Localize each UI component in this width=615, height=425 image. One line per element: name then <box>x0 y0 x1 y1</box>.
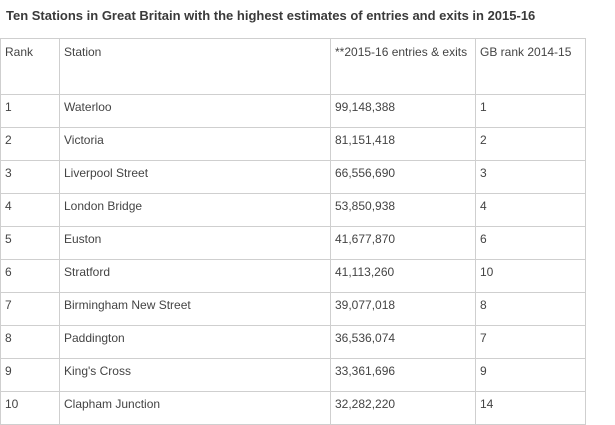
table-row: 5 Euston 41,677,870 6 <box>0 226 586 260</box>
table-row: 6 Stratford 41,113,260 10 <box>0 259 586 293</box>
entries-exits-cell: 36,536,074 <box>330 325 476 359</box>
gb-rank-cell: 10 <box>475 259 586 293</box>
table-row: 1 Waterloo 99,148,388 1 <box>0 94 586 128</box>
station-cell: King's Cross <box>59 358 331 392</box>
entries-exits-cell: 32,282,220 <box>330 391 476 425</box>
entries-exits-cell: 41,113,260 <box>330 259 476 293</box>
entries-exits-cell: 99,148,388 <box>330 94 476 128</box>
entries-exits-cell: 81,151,418 <box>330 127 476 161</box>
rank-cell: 4 <box>0 193 60 227</box>
entries-exits-cell: 41,677,870 <box>330 226 476 260</box>
rank-cell: 7 <box>0 292 60 326</box>
station-cell: Euston <box>59 226 331 260</box>
station-cell: Liverpool Street <box>59 160 331 194</box>
gb-rank-cell: 1 <box>475 94 586 128</box>
station-cell: Clapham Junction <box>59 391 331 425</box>
entries-exits-cell: 39,077,018 <box>330 292 476 326</box>
entries-exits-cell: 66,556,690 <box>330 160 476 194</box>
table-body: 1 Waterloo 99,148,388 1 2 Victoria 81,151,418 2… <box>0 94 586 425</box>
table-row: 7 Birmingham New Street 39,077,018 8 <box>0 292 586 326</box>
column-header-gb-rank: GB rank 2014-15 <box>475 38 586 95</box>
table-row: 8 Paddington 36,536,074 7 <box>0 325 586 359</box>
station-cell: Stratford <box>59 259 331 293</box>
rank-cell: 3 <box>0 160 60 194</box>
gb-rank-cell: 2 <box>475 127 586 161</box>
table-row: 2 Victoria 81,151,418 2 <box>0 127 586 161</box>
entries-exits-cell: 33,361,696 <box>330 358 476 392</box>
rank-cell: 6 <box>0 259 60 293</box>
rank-cell: 10 <box>0 391 60 425</box>
table-title: Ten Stations in Great Britain with the h… <box>6 8 536 23</box>
column-header-rank: Rank <box>0 38 60 95</box>
table-row: 3 Liverpool Street 66,556,690 3 <box>0 160 586 194</box>
gb-rank-cell: 3 <box>475 160 586 194</box>
gb-rank-cell: 7 <box>475 325 586 359</box>
station-cell: London Bridge <box>59 193 331 227</box>
station-cell: Waterloo <box>59 94 331 128</box>
gb-rank-cell: 4 <box>475 193 586 227</box>
table-row: 10 Clapham Junction 32,282,220 14 <box>0 391 586 425</box>
rank-cell: 1 <box>0 94 60 128</box>
rank-cell: 5 <box>0 226 60 260</box>
entries-exits-cell: 53,850,938 <box>330 193 476 227</box>
column-header-entries-exits: **2015-16 entries & exits <box>330 38 476 95</box>
station-cell: Birmingham New Street <box>59 292 331 326</box>
gb-rank-cell: 6 <box>475 226 586 260</box>
table-header-row: Rank Station **2015-16 entries & exits G… <box>0 38 586 95</box>
station-cell: Paddington <box>59 325 331 359</box>
rank-cell: 9 <box>0 358 60 392</box>
table-row: 4 London Bridge 53,850,938 4 <box>0 193 586 227</box>
table-row: 9 King's Cross 33,361,696 9 <box>0 358 586 392</box>
gb-rank-cell: 9 <box>475 358 586 392</box>
gb-rank-cell: 8 <box>475 292 586 326</box>
rank-cell: 8 <box>0 325 60 359</box>
column-header-station: Station <box>59 38 331 95</box>
gb-rank-cell: 14 <box>475 391 586 425</box>
rank-cell: 2 <box>0 127 60 161</box>
stations-table: Rank Station **2015-16 entries & exits G… <box>0 38 586 425</box>
station-cell: Victoria <box>59 127 331 161</box>
